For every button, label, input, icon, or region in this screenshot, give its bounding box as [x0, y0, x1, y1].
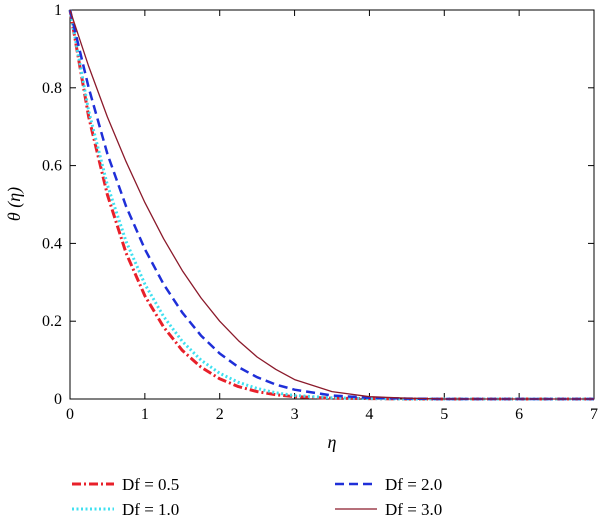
- legend-label-2: Df = 2.0: [385, 475, 442, 494]
- x-tick-label: 2: [216, 406, 224, 423]
- series-line-2: [68, 9, 594, 401]
- series-line-0: [68, 9, 594, 401]
- legend: Df = 0.5 Df = 1.0 Df = 2.0 Df = 3.0: [72, 475, 442, 519]
- plot-frame: [69, 9, 595, 400]
- y-tick-label: 0.8: [42, 80, 62, 97]
- y-tick-label: 0.2: [42, 313, 62, 330]
- y-tick-label: 1: [54, 2, 62, 19]
- y-tick-label: 0.4: [42, 235, 62, 252]
- legend-label-0: Df = 0.5: [122, 475, 179, 494]
- legend-label-3: Df = 3.0: [385, 500, 442, 519]
- y-tick-label: 0: [54, 391, 62, 408]
- series-layer: [68, 9, 594, 401]
- x-tick-label: 7: [590, 406, 598, 423]
- series-line-3: [69, 9, 594, 400]
- ticks: 0 1 2 3 4 5 6 7 0 0.2 0.4 0.6 0.8 1: [42, 2, 598, 423]
- x-tick-label: 0: [66, 406, 74, 423]
- x-axis-label: η: [328, 432, 337, 452]
- x-tick-label: 3: [291, 406, 299, 423]
- y-tick-label: 0.6: [42, 158, 62, 175]
- series-line-1: [68, 9, 594, 401]
- legend-label-1: Df = 1.0: [122, 500, 179, 519]
- x-tick-label: 4: [365, 406, 373, 423]
- x-tick-label: 5: [440, 406, 448, 423]
- x-tick-label: 1: [141, 406, 149, 423]
- y-axis-label: θ (η): [4, 187, 25, 221]
- x-tick-label: 6: [515, 406, 523, 423]
